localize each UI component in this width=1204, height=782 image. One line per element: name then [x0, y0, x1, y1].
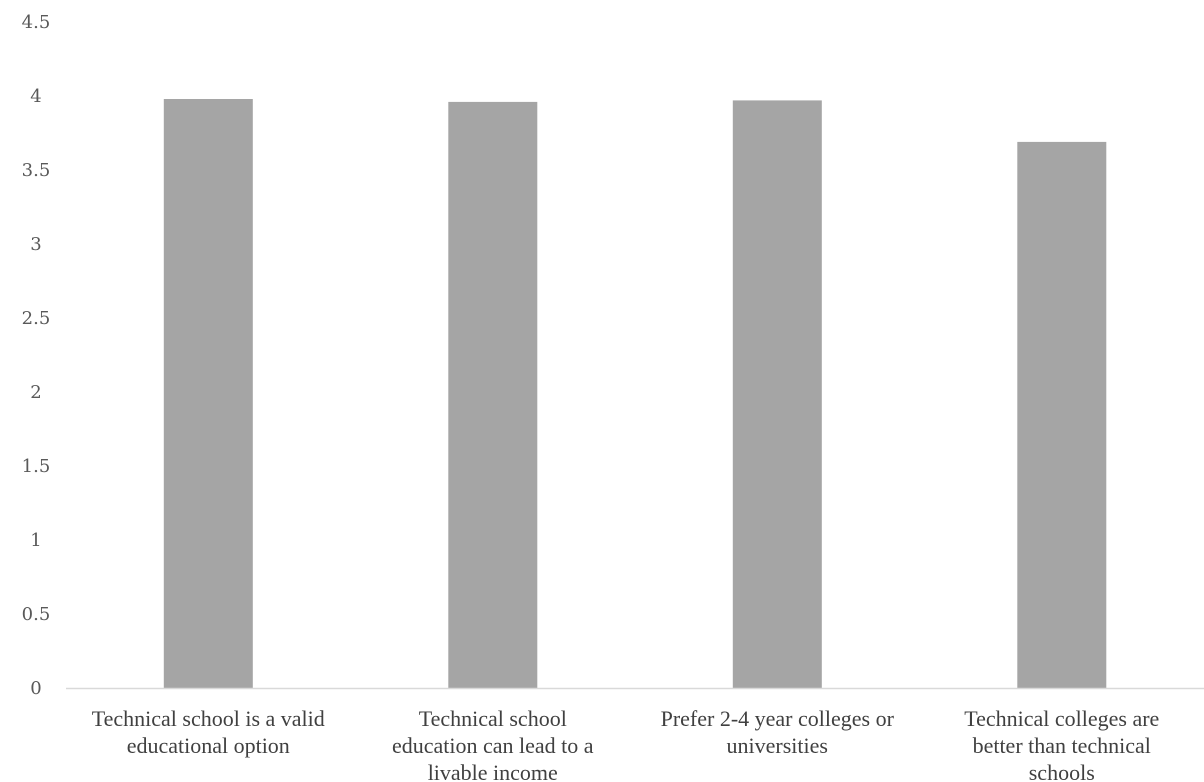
x-category-label-line: livable income	[428, 760, 558, 782]
x-axis-labels: Technical school is a valid educational o…	[92, 706, 1160, 782]
y-tick-label: 1	[30, 530, 41, 551]
bar	[732, 100, 822, 688]
bar	[1017, 141, 1107, 688]
x-category-label-line: universities	[727, 733, 828, 758]
x-category-label-line: Technical school	[419, 706, 567, 731]
y-tick-label: 2	[30, 382, 41, 403]
x-category-label: Technical school is a valid educational o…	[92, 706, 325, 758]
x-category-label-line: better than technical	[973, 733, 1151, 758]
bar	[448, 101, 538, 688]
x-category-label-line: Technical school is a valid	[92, 706, 325, 731]
x-category-label-line: Technical colleges are	[964, 706, 1159, 731]
y-tick-label: 0	[30, 678, 41, 699]
y-tick-label: 2.5	[22, 308, 51, 329]
x-category-label-line: educational option	[127, 733, 290, 758]
bars	[163, 99, 1107, 688]
x-category-label-line: schools	[1029, 760, 1095, 782]
y-tick-label: 4	[30, 86, 41, 107]
y-tick-label: 1.5	[22, 456, 51, 477]
x-category-label-line: education can lead to a	[392, 733, 594, 758]
y-tick-label: 3.5	[22, 160, 51, 181]
y-tick-label: 0.5	[22, 604, 51, 625]
bar	[163, 99, 253, 688]
x-category-label: Technical colleges are better than techni…	[964, 706, 1159, 782]
x-category-label: Prefer 2-4 year colleges or universities	[661, 706, 895, 758]
y-tick-label: 4.5	[22, 12, 51, 33]
x-category-label-line: Prefer 2-4 year colleges or	[661, 706, 895, 731]
y-tick-label: 3	[30, 234, 41, 255]
y-axis-ticks: 0 0.5 1 1.5 2 2.5 3 3.5 4 4.5	[22, 12, 51, 699]
